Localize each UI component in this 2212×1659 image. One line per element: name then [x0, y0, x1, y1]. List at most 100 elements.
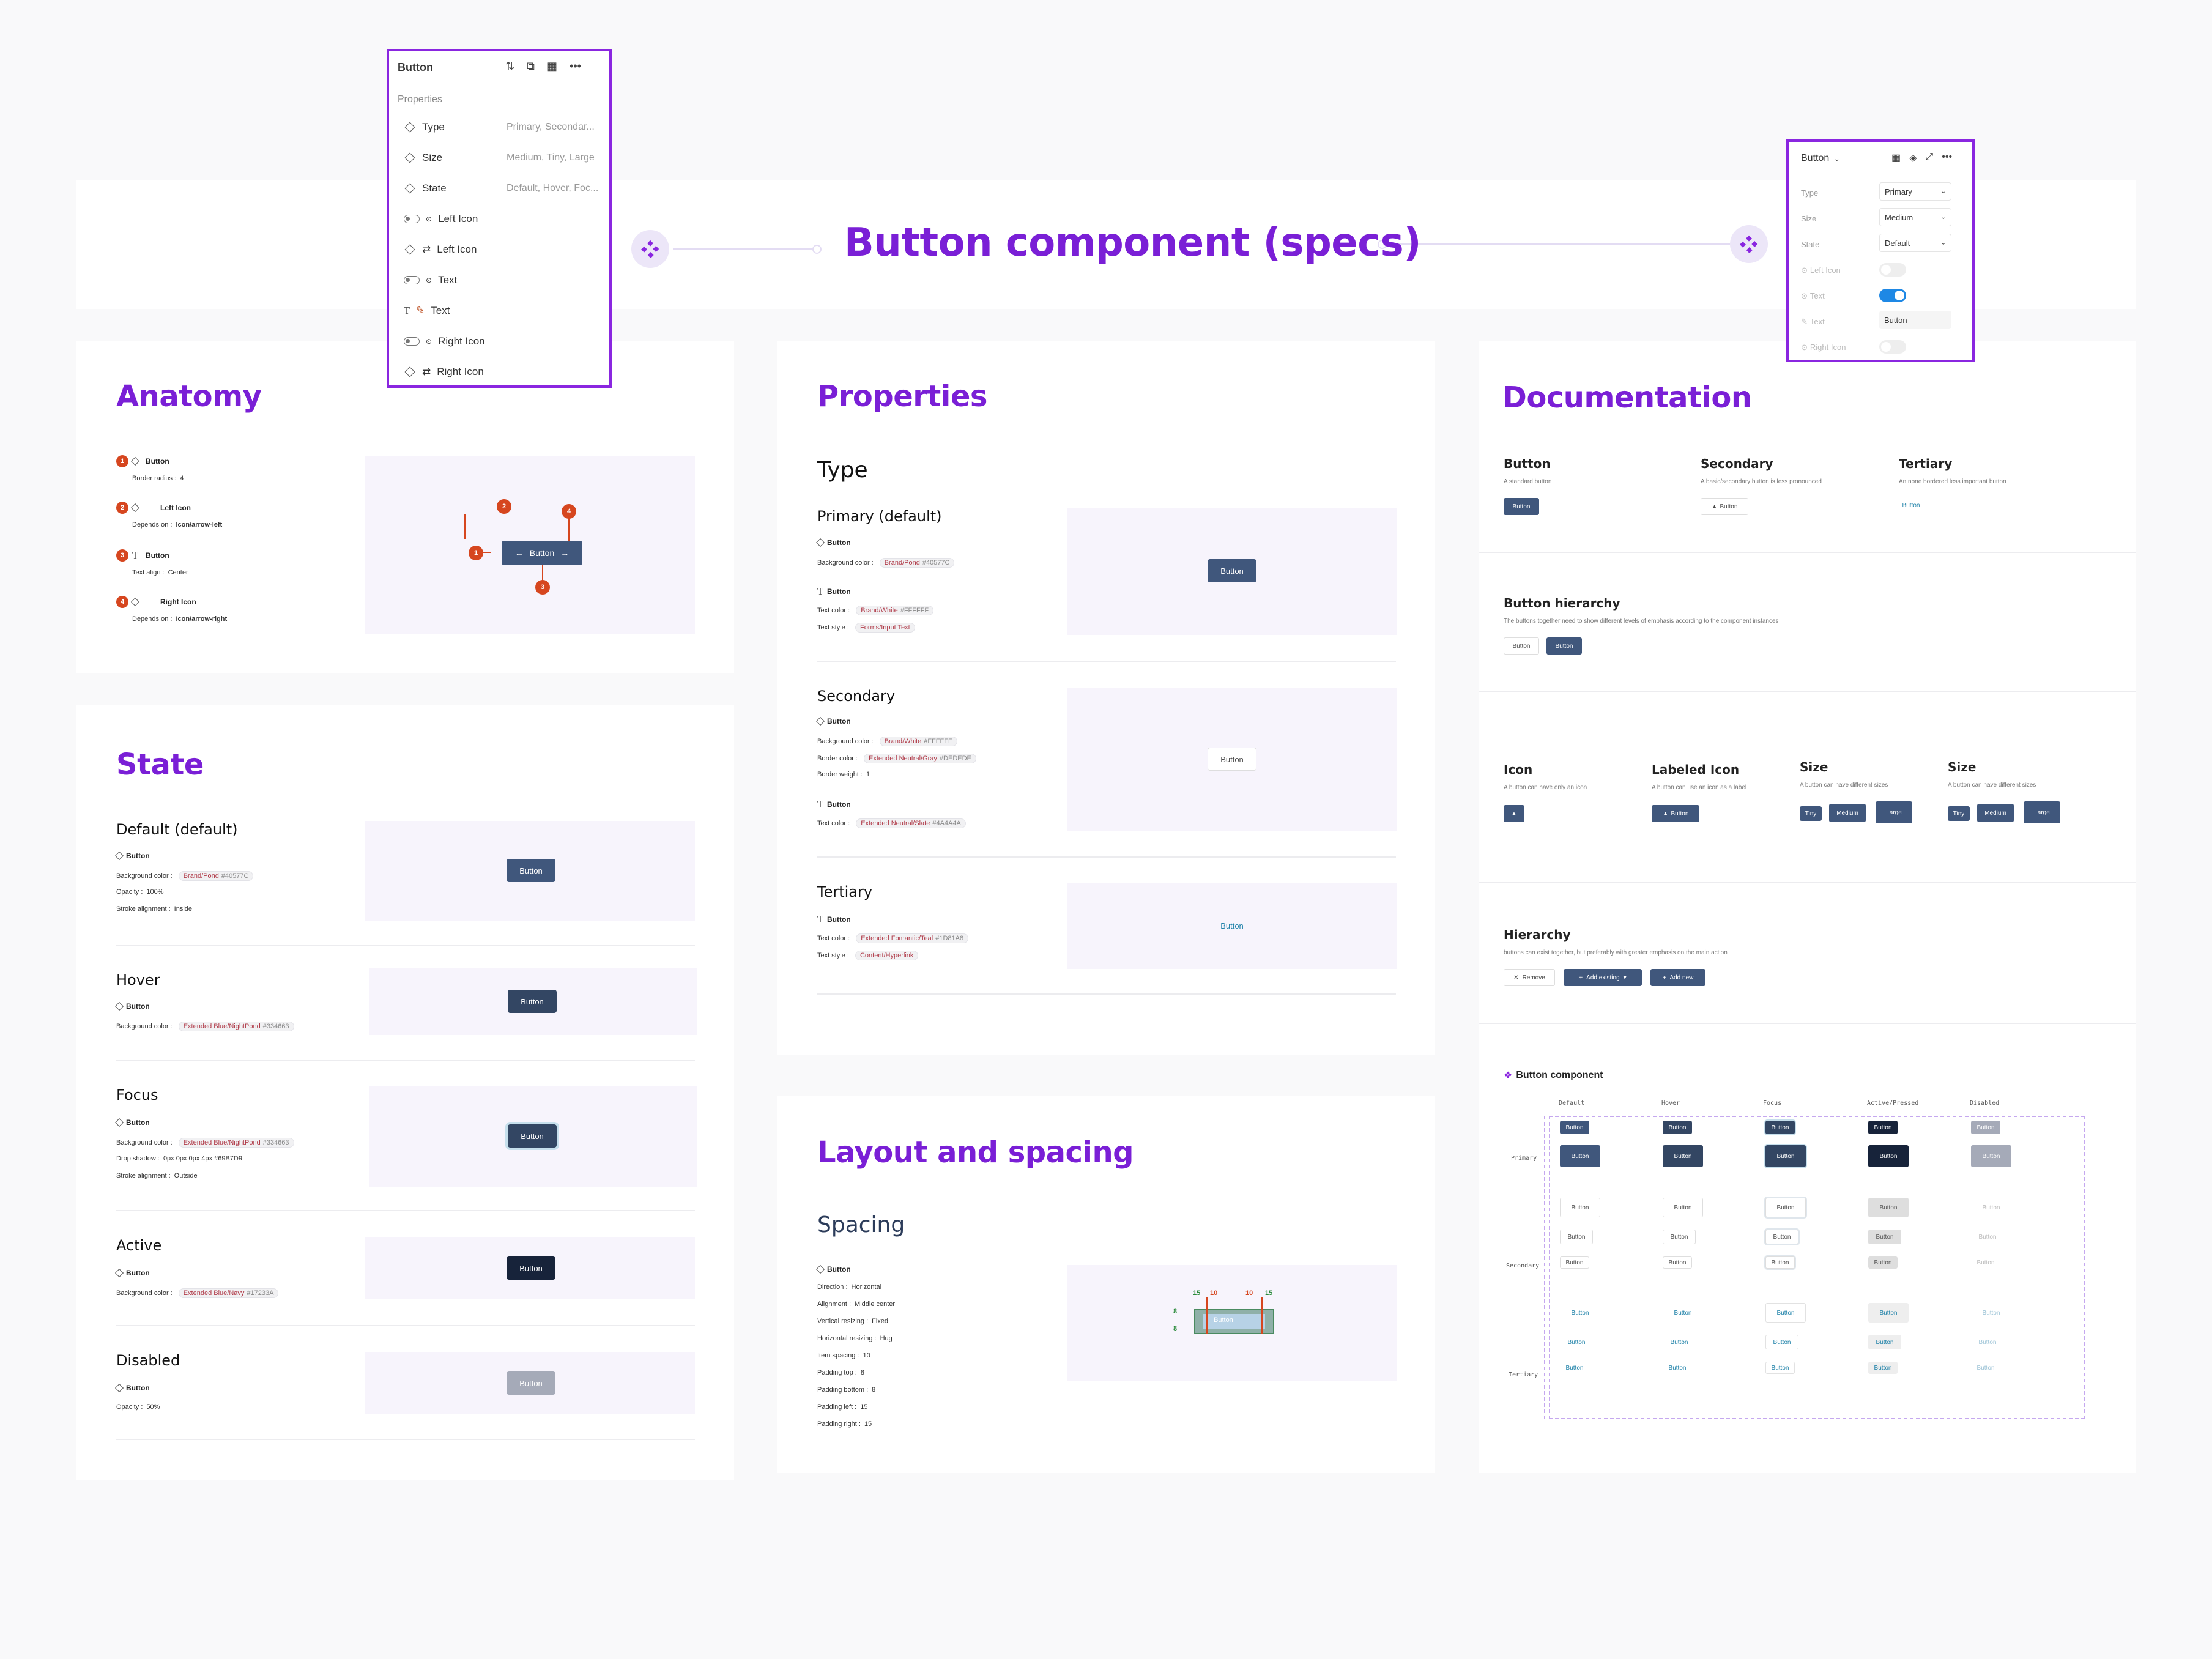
panel-row-right-icon-bool[interactable]: ⊙ Right Icon	[404, 335, 599, 347]
panel-row-left-icon-bool[interactable]: ⊙ Left Icon	[404, 213, 599, 225]
variant-tertiary-active-2[interactable]: Button	[1868, 1335, 1901, 1349]
size-medium-button[interactable]: Medium	[1829, 804, 1866, 822]
size-select[interactable]: Medium ⌄	[1879, 208, 1951, 226]
primary-button[interactable]: Button	[1208, 559, 1256, 582]
spacing-preview: Button 15 10 10 15 8 8	[1067, 1265, 1397, 1381]
variant-secondary-hover-2[interactable]: Button	[1663, 1230, 1696, 1244]
marker-2: 2	[497, 499, 511, 514]
variant-primary-default-sm[interactable]: Button	[1560, 1121, 1589, 1134]
panel-row-text[interactable]: T ✎ Text	[404, 305, 450, 316]
variant-primary-active-sm[interactable]: Button	[1868, 1121, 1898, 1134]
variant-tertiary-focus-1[interactable]: Button	[1765, 1303, 1806, 1323]
variant-primary-hover-sm[interactable]: Button	[1663, 1121, 1692, 1134]
toggle-icon	[404, 337, 420, 346]
variant-primary-focus-sm[interactable]: Button	[1765, 1121, 1795, 1134]
size-tiny-button[interactable]: Tiny	[1800, 806, 1822, 821]
variant-tertiary-default-1[interactable]: Button	[1571, 1309, 1589, 1316]
marker-1: 1	[469, 546, 483, 560]
size-large-button[interactable]: Large	[1876, 801, 1912, 823]
variant-secondary-active-2[interactable]: Button	[1868, 1230, 1901, 1244]
state-active-button[interactable]: Button	[507, 1256, 555, 1280]
panel-toolbar: ⇅ ⧉ ▦ •••	[505, 60, 581, 73]
variant-tertiary-active-3[interactable]: Button	[1868, 1362, 1898, 1374]
component-properties-panel: Button ⇅ ⧉ ▦ ••• Properties Type Primary,…	[387, 49, 612, 388]
layout-title: Layout and spacing	[817, 1135, 1134, 1170]
variant-secondary-hover-3[interactable]: Button	[1663, 1256, 1692, 1269]
variant-icon[interactable]: ⧉	[527, 60, 535, 72]
state-hover-button[interactable]: Button	[508, 990, 557, 1013]
diamond-icon	[815, 538, 825, 547]
panel-row-state[interactable]: State Default, Hover, Foc...	[404, 182, 599, 195]
text-value-input[interactable]: Button	[1879, 311, 1951, 329]
hierarchy-primary-button[interactable]: Button	[1546, 637, 1582, 655]
tertiary-button[interactable]: Button	[1220, 921, 1244, 930]
component-icon-right	[1730, 225, 1768, 263]
variant-primary-hover-lg[interactable]: Button	[1663, 1145, 1703, 1167]
variant-secondary-focus-3[interactable]: Button	[1765, 1256, 1795, 1269]
labeled-icon-button[interactable]: ▲ Button	[1652, 805, 1699, 822]
variant-tertiary-focus-2[interactable]: Button	[1765, 1335, 1798, 1349]
type-select[interactable]: Primary ⌄	[1879, 182, 1951, 201]
variant-tertiary-hover-3[interactable]: Button	[1668, 1364, 1687, 1371]
variant-secondary-active-1[interactable]: Button	[1868, 1198, 1909, 1217]
diamond-icon	[404, 152, 415, 163]
adjust-icon[interactable]: ⇅	[505, 60, 515, 72]
left-icon-toggle[interactable]	[1879, 263, 1906, 276]
variant-secondary-default-1[interactable]: Button	[1560, 1198, 1600, 1217]
secondary-button[interactable]: Button	[1208, 748, 1256, 771]
panel-row-size[interactable]: Size Medium, Tiny, Large	[404, 152, 599, 164]
right-icon-toggle[interactable]	[1879, 340, 1906, 354]
anatomy-button[interactable]: ← Button →	[502, 541, 582, 565]
add-new-button[interactable]: + Add new	[1650, 969, 1705, 986]
panel-row-type[interactable]: Type Primary, Secondar...	[404, 121, 599, 133]
text-icon: T	[404, 305, 410, 316]
size-medium-button-2[interactable]: Medium	[1977, 804, 2014, 822]
variant-secondary-active-3[interactable]: Button	[1868, 1256, 1898, 1269]
variant-primary-focus-lg[interactable]: Button	[1765, 1145, 1806, 1167]
instance-selector[interactable]: Button ⌄	[1801, 153, 1840, 163]
component-icon: ❖	[1504, 1071, 1513, 1081]
variant-secondary-hover-1[interactable]: Button	[1663, 1198, 1703, 1217]
doc-secondary-button[interactable]: ▲ Button	[1701, 498, 1748, 515]
panel-row-text-bool[interactable]: ⊙ Text	[404, 274, 599, 286]
more-icon[interactable]: •••	[1942, 152, 1953, 162]
variant-primary-default-lg[interactable]: Button	[1560, 1145, 1600, 1167]
variant-tertiary-default-3[interactable]: Button	[1565, 1364, 1584, 1371]
grid-icon[interactable]: ▦	[546, 60, 557, 72]
doc-tertiary-button[interactable]: Button	[1902, 502, 1920, 509]
doc-standard-button[interactable]: Button	[1504, 498, 1539, 515]
text-toggle[interactable]	[1879, 289, 1906, 302]
variant-tertiary-hover-2[interactable]: Button	[1670, 1338, 1688, 1346]
variant-primary-active-lg[interactable]: Button	[1868, 1145, 1909, 1167]
size-tiny-button-2[interactable]: Tiny	[1948, 806, 1970, 821]
variant-secondary-focus-2[interactable]: Button	[1765, 1230, 1798, 1244]
variant-tertiary-default-2[interactable]: Button	[1567, 1338, 1586, 1346]
hierarchy-secondary-button[interactable]: Button	[1504, 637, 1539, 655]
size-large-button-2[interactable]: Large	[2024, 801, 2060, 823]
variant-secondary-default-3[interactable]: Button	[1560, 1256, 1589, 1269]
state-focus-button[interactable]: Button	[508, 1124, 557, 1148]
panel-row-right-icon-swap[interactable]: ⇄ Right Icon	[404, 366, 599, 378]
bool-icon: ⊙	[1801, 291, 1808, 300]
variant-grid-frame	[1549, 1116, 2085, 1419]
grid-icon[interactable]: ▦	[1891, 153, 1901, 163]
diamond-icon	[130, 597, 140, 607]
add-existing-button[interactable]: + Add existing ▾	[1564, 969, 1642, 986]
variant-tertiary-focus-3[interactable]: Button	[1765, 1362, 1795, 1374]
detach-icon[interactable]: ⤢	[1925, 152, 1934, 162]
component-icon[interactable]: ◈	[1909, 153, 1917, 163]
layout-card: Layout and spacing Spacing Button Direct…	[777, 1096, 1435, 1473]
variant-primary-disabled-lg: Button	[1971, 1145, 2011, 1167]
variant-secondary-focus-1[interactable]: Button	[1765, 1198, 1806, 1217]
header-dot-left	[812, 245, 822, 254]
panel-row-left-icon-swap[interactable]: ⇄ Left Icon	[404, 243, 599, 256]
variant-tertiary-active-1[interactable]: Button	[1868, 1303, 1909, 1323]
remove-button[interactable]: ✕ Remove	[1504, 969, 1555, 986]
state-select[interactable]: Default ⌄	[1879, 234, 1951, 252]
more-icon[interactable]: •••	[569, 60, 581, 72]
icon-only-button[interactable]: ▲	[1504, 805, 1524, 822]
documentation-card: Documentation Button A standard button B…	[1479, 341, 2136, 1473]
state-default-button[interactable]: Button	[507, 859, 555, 882]
variant-tertiary-hover-1[interactable]: Button	[1674, 1309, 1692, 1316]
variant-secondary-default-2[interactable]: Button	[1560, 1230, 1593, 1244]
